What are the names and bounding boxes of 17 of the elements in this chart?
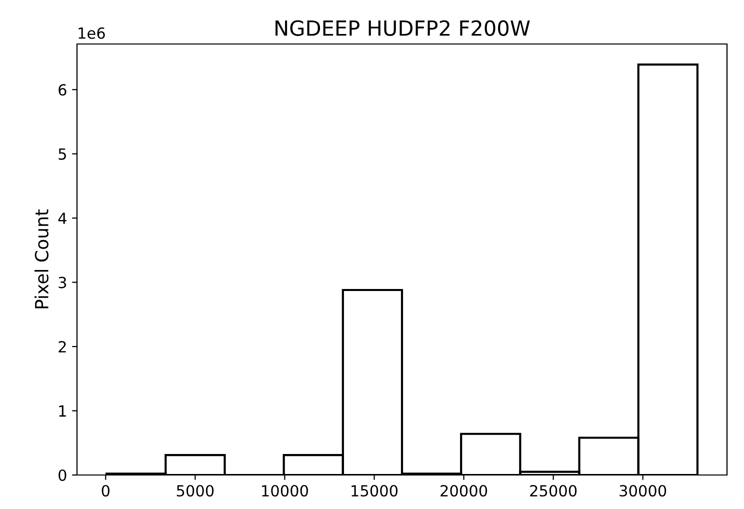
y-tick-label: 1 xyxy=(59,405,66,417)
x-tick-label: 30000 xyxy=(620,484,666,497)
y-tick-label: 0 xyxy=(58,469,66,482)
x-tick-label: 20000 xyxy=(440,484,488,497)
text: 1e6 xyxy=(78,27,105,39)
y-tick-label: 3 xyxy=(58,276,66,288)
y-axis-title: Pixel Count xyxy=(34,209,49,308)
x-tick-label: 10000 xyxy=(262,484,308,497)
y-tick-label: 5 xyxy=(58,148,66,160)
x-tick-label: 0 xyxy=(102,484,110,497)
y-tick-label: 2 xyxy=(58,341,66,352)
y-tick-label: 4 xyxy=(58,212,66,224)
x-tick-label: 25000 xyxy=(530,484,577,497)
x-tick-label: 15000 xyxy=(352,484,398,497)
chart-title: NGDEEP HUDFP2 F200W xyxy=(276,20,530,36)
x-tick-label: 5000 xyxy=(176,484,214,497)
y-tick-label: 6 xyxy=(58,84,66,96)
